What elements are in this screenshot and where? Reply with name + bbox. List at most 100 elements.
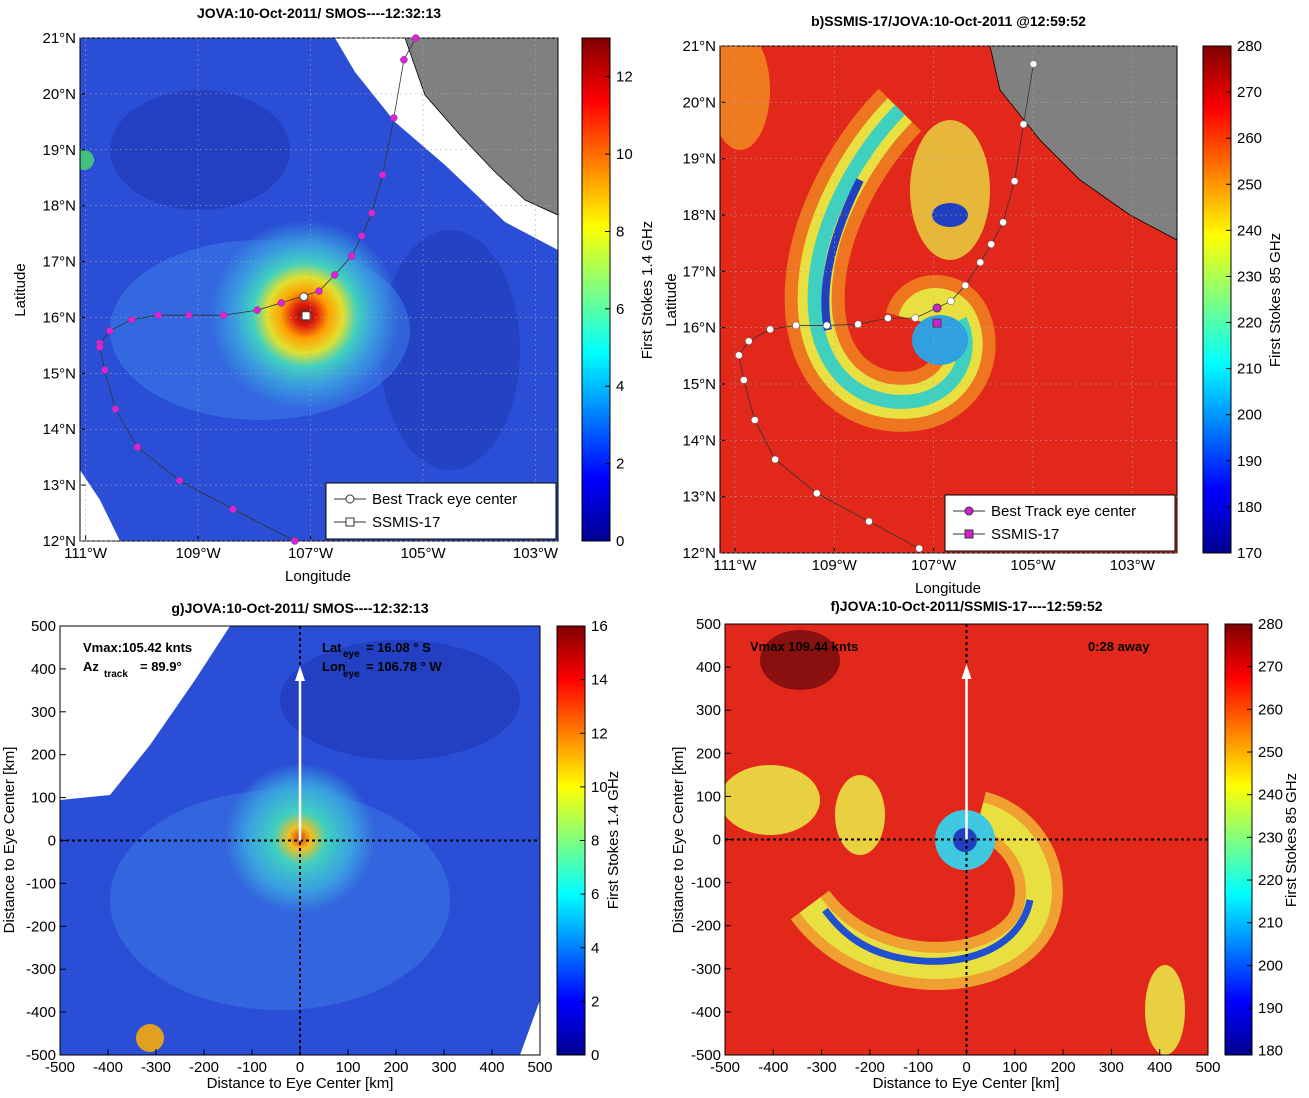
track-point bbox=[400, 56, 407, 63]
track-point bbox=[962, 282, 969, 289]
legend-marker bbox=[346, 495, 354, 503]
x-tick-label: 0 bbox=[962, 1059, 970, 1076]
track-point bbox=[358, 232, 365, 239]
track-point bbox=[176, 477, 183, 484]
track-point bbox=[412, 35, 419, 42]
colorbar-tick-label: 210 bbox=[1258, 915, 1283, 932]
track-point bbox=[735, 352, 742, 359]
colorbar-tick-label: 230 bbox=[1258, 829, 1283, 846]
colorbar bbox=[582, 38, 610, 541]
y-tick-label: -300 bbox=[26, 961, 56, 978]
colorbar-tick-label: 210 bbox=[1237, 361, 1262, 378]
y-tick-label: 14°N bbox=[682, 432, 716, 449]
legend-entry: SSMIS-17 bbox=[372, 514, 440, 531]
colorbar-tick-label: 250 bbox=[1237, 176, 1262, 193]
track-point bbox=[96, 344, 103, 351]
y-tick-label: 12°N bbox=[682, 545, 716, 562]
track-point bbox=[220, 312, 227, 319]
track-point bbox=[916, 545, 923, 552]
colorbar bbox=[1225, 624, 1252, 1055]
x-tick-label: -300 bbox=[807, 1059, 837, 1076]
y-tick-label: 15°N bbox=[682, 376, 716, 393]
y-axis-label: Distance to Eye Center [km] bbox=[1, 747, 18, 934]
y-tick-label: 20°N bbox=[42, 86, 76, 103]
track-point bbox=[866, 518, 873, 525]
track-point bbox=[379, 171, 386, 178]
colorbar-tick-label: 180 bbox=[1237, 499, 1262, 516]
colorbar-tick-label: 260 bbox=[1237, 130, 1262, 147]
colorbar-tick-label: 12 bbox=[616, 69, 633, 86]
track-point bbox=[101, 366, 108, 373]
track-point bbox=[855, 321, 862, 328]
colorbar-tick-label: 190 bbox=[1237, 453, 1262, 470]
annotation: 0:28 away bbox=[1088, 639, 1150, 654]
chart-title: b)SSMIS-17/JOVA:10-Oct-2011 @12:59:52 bbox=[811, 13, 1086, 29]
y-tick-label: 21°N bbox=[42, 30, 76, 47]
colorbar-tick-label: 240 bbox=[1258, 787, 1283, 804]
y-tick-label: -200 bbox=[691, 918, 721, 935]
track-point bbox=[823, 322, 830, 329]
annotation: Vmax 109.44 knts bbox=[750, 639, 858, 654]
y-tick-label: 400 bbox=[696, 659, 721, 676]
track-point bbox=[793, 322, 800, 329]
x-tick-label: -400 bbox=[93, 1059, 123, 1076]
y-tick-label: 400 bbox=[31, 661, 56, 678]
track-point bbox=[977, 259, 984, 266]
colorbar bbox=[1203, 46, 1231, 553]
y-tick-label: -500 bbox=[691, 1047, 721, 1064]
track-point bbox=[186, 312, 193, 319]
eye-ssmis bbox=[933, 319, 941, 327]
x-tick-label: -200 bbox=[189, 1059, 219, 1076]
y-tick-label: -500 bbox=[26, 1047, 56, 1064]
x-tick-label: -100 bbox=[903, 1059, 933, 1076]
y-tick-label: 21°N bbox=[682, 38, 716, 55]
legend-entry: Best Track eye center bbox=[991, 503, 1136, 520]
x-tick-label: 500 bbox=[1195, 1059, 1220, 1076]
y-tick-label: 18°N bbox=[682, 207, 716, 224]
track-point bbox=[291, 538, 298, 545]
chart-title: g)JOVA:10-Oct-2011/ SMOS----12:32:13 bbox=[171, 600, 428, 616]
track-point bbox=[1011, 178, 1018, 185]
colorbar-label: First Stokes 1.4 GHz bbox=[639, 221, 656, 359]
x-tick-label: 107°W bbox=[288, 545, 334, 562]
track-point bbox=[740, 377, 747, 384]
colorbar-tick-label: 6 bbox=[591, 886, 599, 903]
y-tick-label: 17°N bbox=[42, 254, 76, 271]
track-point bbox=[1000, 219, 1007, 226]
legend-entry: Best Track eye center bbox=[372, 491, 517, 508]
y-tick-label: 13°N bbox=[682, 489, 716, 506]
y-tick-label: -100 bbox=[691, 875, 721, 892]
x-axis-label: Distance to Eye Center [km] bbox=[873, 1075, 1060, 1092]
track-point bbox=[155, 312, 162, 319]
y-tick-label: 18°N bbox=[42, 198, 76, 215]
y-tick-label: 100 bbox=[696, 788, 721, 805]
colorbar-tick-label: 270 bbox=[1258, 659, 1283, 676]
legend-marker bbox=[965, 530, 973, 538]
y-tick-label: 20°N bbox=[682, 94, 716, 111]
x-tick-label: 200 bbox=[383, 1059, 408, 1076]
colorbar-tick-label: 200 bbox=[1258, 957, 1283, 974]
chart-title: JOVA:10-Oct-2011/ SMOS----12:32:13 bbox=[197, 5, 441, 21]
y-tick-label: 0 bbox=[48, 833, 56, 850]
colorbar-tick-label: 220 bbox=[1258, 872, 1283, 889]
x-tick-label: 200 bbox=[1051, 1059, 1076, 1076]
y-axis-label: Distance to Eye Center [km] bbox=[670, 747, 687, 934]
annotation: = 106.78 ° W bbox=[366, 659, 442, 674]
y-tick-label: 12°N bbox=[42, 533, 76, 550]
x-tick-label: -400 bbox=[758, 1059, 788, 1076]
y-tick-label: 0 bbox=[713, 832, 721, 849]
colorbar-tick-label: 8 bbox=[591, 833, 599, 850]
legend-entry: SSMIS-17 bbox=[991, 526, 1059, 543]
annotation: Az bbox=[83, 659, 99, 674]
track-point bbox=[947, 298, 954, 305]
colorbar-tick-label: 280 bbox=[1237, 38, 1262, 55]
y-tick-label: -400 bbox=[691, 1004, 721, 1021]
track-point bbox=[988, 241, 995, 248]
colorbar-tick-label: 0 bbox=[616, 533, 624, 550]
colorbar-tick-label: 16 bbox=[591, 618, 608, 635]
track-point bbox=[331, 271, 338, 278]
colorbar-label: First Stokes 1.4 GHz bbox=[605, 771, 622, 909]
y-tick-label: 19°N bbox=[682, 151, 716, 168]
track-point bbox=[912, 315, 919, 322]
track-point bbox=[390, 114, 397, 121]
